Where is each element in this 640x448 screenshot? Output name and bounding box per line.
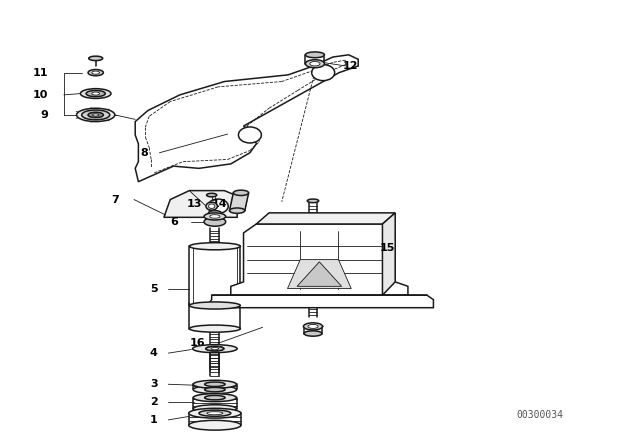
Polygon shape xyxy=(297,262,342,286)
Text: 6: 6 xyxy=(171,217,179,227)
Text: 13: 13 xyxy=(187,199,202,209)
Polygon shape xyxy=(383,213,395,295)
Text: 14: 14 xyxy=(212,199,228,209)
Ellipse shape xyxy=(210,215,220,218)
Text: 3: 3 xyxy=(150,379,157,389)
Ellipse shape xyxy=(230,208,245,213)
Ellipse shape xyxy=(193,405,237,413)
Text: 9: 9 xyxy=(40,110,48,120)
Ellipse shape xyxy=(193,386,237,394)
Circle shape xyxy=(208,199,228,213)
Text: 7: 7 xyxy=(111,194,119,205)
Ellipse shape xyxy=(189,420,241,430)
Ellipse shape xyxy=(81,89,111,99)
Polygon shape xyxy=(256,213,395,224)
Ellipse shape xyxy=(92,71,100,74)
Polygon shape xyxy=(230,193,248,211)
Text: 8: 8 xyxy=(140,148,148,158)
Ellipse shape xyxy=(304,331,322,336)
Polygon shape xyxy=(231,224,408,295)
Circle shape xyxy=(239,127,261,143)
Ellipse shape xyxy=(206,202,218,210)
Ellipse shape xyxy=(88,112,103,117)
Ellipse shape xyxy=(303,323,323,330)
Ellipse shape xyxy=(89,56,102,60)
Ellipse shape xyxy=(205,396,225,400)
Ellipse shape xyxy=(209,211,221,215)
Polygon shape xyxy=(205,295,433,308)
Ellipse shape xyxy=(207,193,217,197)
Ellipse shape xyxy=(204,217,226,226)
Ellipse shape xyxy=(209,204,215,208)
Text: 00300034: 00300034 xyxy=(516,409,563,420)
Ellipse shape xyxy=(310,61,320,66)
Polygon shape xyxy=(164,190,237,217)
Text: 10: 10 xyxy=(33,90,48,100)
Ellipse shape xyxy=(205,388,225,392)
Ellipse shape xyxy=(305,52,324,58)
Ellipse shape xyxy=(189,325,241,332)
Ellipse shape xyxy=(207,412,223,415)
Polygon shape xyxy=(287,260,351,289)
Ellipse shape xyxy=(205,382,225,387)
Ellipse shape xyxy=(206,346,224,351)
Text: 1: 1 xyxy=(150,415,157,425)
Ellipse shape xyxy=(206,346,224,351)
Ellipse shape xyxy=(92,92,100,95)
Ellipse shape xyxy=(199,410,231,416)
Text: 2: 2 xyxy=(150,397,157,407)
Ellipse shape xyxy=(308,324,318,328)
Text: 5: 5 xyxy=(150,284,157,293)
Ellipse shape xyxy=(193,380,237,388)
Ellipse shape xyxy=(189,302,241,309)
Ellipse shape xyxy=(307,199,319,202)
Ellipse shape xyxy=(305,60,324,68)
Text: 11: 11 xyxy=(33,68,48,78)
Ellipse shape xyxy=(93,114,99,116)
Ellipse shape xyxy=(77,108,115,121)
Circle shape xyxy=(312,65,335,81)
Ellipse shape xyxy=(189,408,241,418)
Ellipse shape xyxy=(86,90,105,97)
Ellipse shape xyxy=(88,69,103,76)
Ellipse shape xyxy=(82,110,109,120)
Ellipse shape xyxy=(211,348,219,350)
Text: 16: 16 xyxy=(189,338,205,348)
Text: 12: 12 xyxy=(343,61,358,71)
Ellipse shape xyxy=(234,190,248,195)
Ellipse shape xyxy=(189,243,241,250)
Ellipse shape xyxy=(193,345,237,353)
Polygon shape xyxy=(135,55,358,182)
Ellipse shape xyxy=(204,213,226,220)
Text: 15: 15 xyxy=(380,243,395,254)
Text: 4: 4 xyxy=(150,348,157,358)
Ellipse shape xyxy=(193,394,237,402)
